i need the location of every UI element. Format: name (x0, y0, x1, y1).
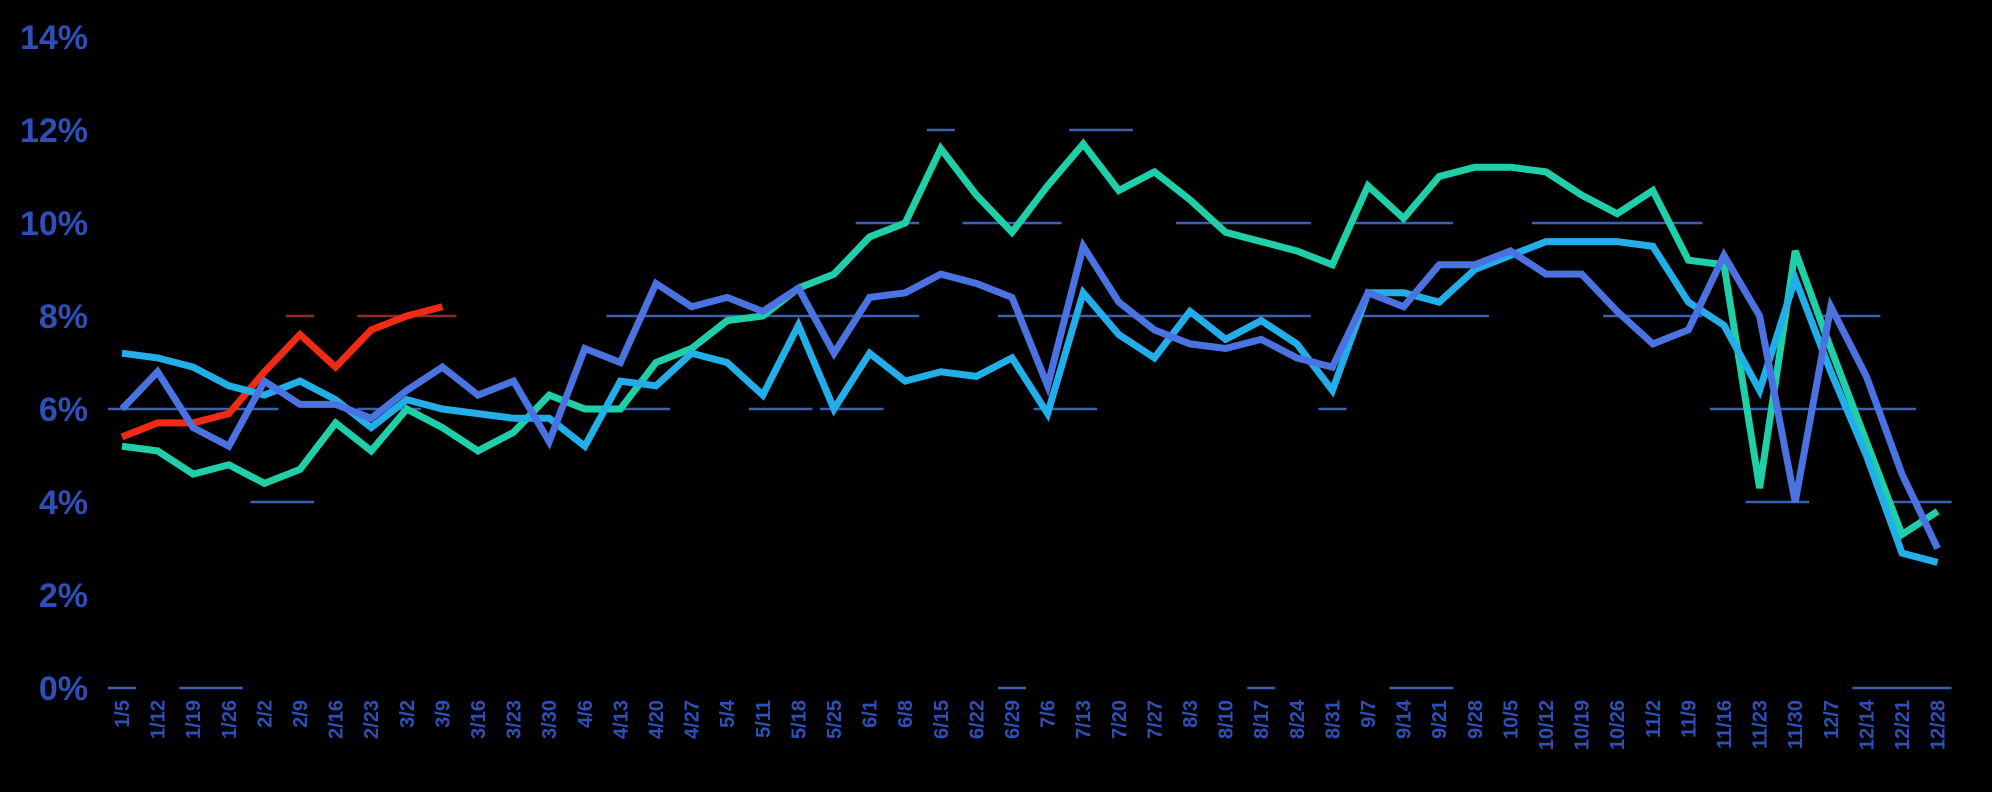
x-tick-label: 1/5 (112, 700, 134, 728)
x-tick-label: 5/4 (717, 699, 739, 728)
x-tick-label: 6/22 (966, 700, 988, 739)
x-tick-label: 11/9 (1678, 700, 1700, 738)
x-tick-label: 6/8 (895, 700, 917, 728)
x-tick-label: 2/23 (361, 700, 383, 739)
x-tick-label: 4/27 (682, 700, 704, 739)
x-tick-label: 7/6 (1038, 700, 1060, 728)
x-tick-label: 6/15 (931, 700, 953, 739)
y-tick-label: 6% (39, 391, 88, 429)
x-tick-label: 1/12 (148, 700, 170, 739)
x-tick-label: 5/11 (753, 700, 775, 738)
x-tick-label: 11/2 (1643, 700, 1665, 738)
x-tick-label: 12/21 (1892, 700, 1914, 750)
x-tick-label: 3/30 (539, 700, 561, 739)
x-tick-label: 2/9 (290, 700, 312, 728)
x-tick-label: 6/1 (860, 700, 882, 728)
x-axis: 1/5 1/12 1/19 1/26 2/2 2/9 2/16 2/23 3/2 3/9 3/16 3… (112, 699, 1950, 750)
y-tick-label: 2% (39, 577, 88, 615)
x-tick-label: 8/24 (1287, 699, 1309, 739)
x-tick-label: 6/29 (1002, 700, 1024, 739)
x-tick-label: 9/7 (1358, 700, 1380, 728)
x-tick-label: 1/26 (219, 700, 241, 739)
series-lines (119, 138, 1941, 566)
series-line-4 (119, 237, 1941, 551)
x-tick-label: 9/21 (1429, 700, 1451, 739)
x-tick-label: 11/16 (1714, 700, 1736, 749)
x-tick-label: 2/2 (254, 700, 276, 728)
x-tick-label: 11/30 (1785, 700, 1807, 749)
x-tick-label: 7/13 (1073, 700, 1095, 739)
x-tick-label: 3/2 (397, 700, 419, 728)
x-tick-label: 8/3 (1180, 700, 1202, 728)
x-tick-label: 2/16 (326, 700, 348, 739)
y-tick-label: 12% (20, 112, 88, 150)
y-tick-label: 14% (20, 19, 88, 57)
y-tick-label: 0% (39, 670, 88, 708)
x-tick-label: 7/27 (1144, 700, 1166, 739)
y-tick-label: 4% (39, 484, 88, 522)
x-tick-label: 8/31 (1322, 700, 1344, 739)
x-tick-label: 5/18 (788, 700, 810, 739)
x-tick-label: 8/17 (1251, 700, 1273, 739)
x-tick-label: 8/10 (1216, 700, 1238, 739)
series-line-1 (120, 303, 444, 441)
x-tick-label: 4/20 (646, 700, 668, 739)
x-tick-label: 3/16 (468, 700, 490, 739)
x-tick-label: 12/14 (1856, 699, 1878, 750)
x-tick-label: 9/28 (1465, 700, 1487, 739)
x-tick-label: 4/13 (610, 700, 632, 739)
x-tick-label: 10/19 (1572, 700, 1594, 750)
x-tick-label: 7/20 (1109, 700, 1131, 739)
x-tick-label: 3/9 (432, 700, 454, 728)
x-tick-label: 9/14 (1394, 699, 1416, 739)
series-line-2 (121, 138, 1940, 540)
x-tick-label: 10/5 (1500, 700, 1522, 739)
series-line-3 (121, 238, 1939, 566)
x-tick-label: 10/12 (1536, 700, 1558, 750)
y-tick-label: 8% (39, 298, 88, 336)
x-tick-label: 5/25 (824, 700, 846, 739)
x-tick-label: 11/23 (1750, 700, 1772, 749)
x-tick-label: 12/28 (1928, 700, 1950, 750)
x-tick-label: 4/6 (575, 700, 597, 728)
x-tick-label: 3/23 (504, 700, 526, 739)
y-axis: 0% 2% 4% 6% 8% 10% 12% 14% (20, 19, 88, 708)
x-tick-label: 12/7 (1821, 700, 1843, 739)
y-tick-label: 10% (20, 205, 88, 243)
x-tick-label: 10/26 (1607, 700, 1629, 750)
x-tick-label: 1/19 (183, 700, 205, 739)
